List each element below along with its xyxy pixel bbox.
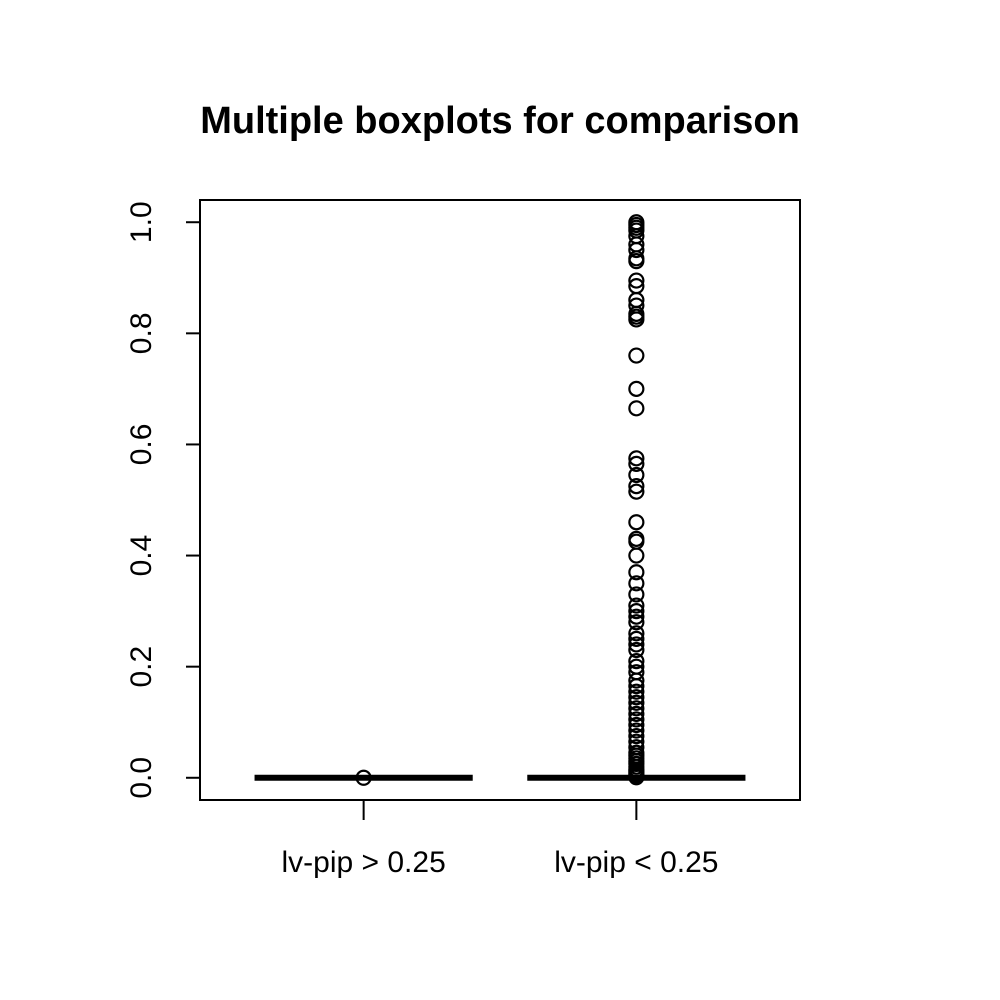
outlier-point [628,575,645,592]
outlier-point [628,769,645,786]
outlier-point [628,653,645,670]
outlier-point [628,678,645,695]
outlier-point [628,466,645,484]
outlier-point [628,716,645,734]
outlier-point [628,722,645,739]
outlier-point [628,728,645,745]
outlier-point [628,603,645,620]
outlier-point [628,608,645,625]
y-tick-label: 0.4 [125,535,158,577]
outlier-point [628,272,645,289]
outlier-point [628,700,645,717]
outlier-point [628,625,645,642]
outlier-point [628,689,645,706]
y-tick-label: 0.6 [125,424,158,466]
outlier-point [628,636,645,653]
outlier-point [628,483,645,500]
outlier-point [628,641,645,659]
chart-title: Multiple boxplots for comparison [200,100,800,142]
y-tick-label: 1.0 [125,201,158,243]
outlier-point [628,478,645,495]
outlier-point [628,347,645,364]
outlier-point [628,400,645,417]
box-group [254,769,473,786]
outlier-point [628,311,645,328]
outlier-point [628,455,645,472]
outlier-point [628,564,645,581]
plot-frame [199,199,801,801]
outlier-point [355,769,372,786]
outlier-point [628,683,645,700]
y-tick-label: 0.2 [125,646,158,688]
y-axis: 0.0 0.2 0.4 0.6 0.8 1.0 [125,201,201,799]
x-tick-label: lv-pip < 0.25 [554,846,718,879]
outlier-point [628,694,645,711]
outlier-point [628,380,645,397]
outlier-point [628,514,645,531]
outlier-point [628,253,645,270]
x-axis: lv-pip > 0.25 lv-pip < 0.25 [281,800,719,879]
outlier-point [628,711,645,728]
y-tick-label: 0.8 [125,312,158,354]
outlier-point [628,586,645,603]
boxes [254,214,746,786]
y-tick-label: 0.0 [125,757,158,799]
outlier-point [628,241,645,259]
outlier-point [628,705,645,722]
x-tick-label: lv-pip > 0.25 [281,846,445,879]
outlier-point [628,614,645,631]
outlier-point [628,450,645,467]
outlier-point [628,597,645,614]
outlier-point [628,630,645,647]
outlier-point [628,672,645,689]
box-group [527,214,746,786]
outlier-point [628,547,645,564]
